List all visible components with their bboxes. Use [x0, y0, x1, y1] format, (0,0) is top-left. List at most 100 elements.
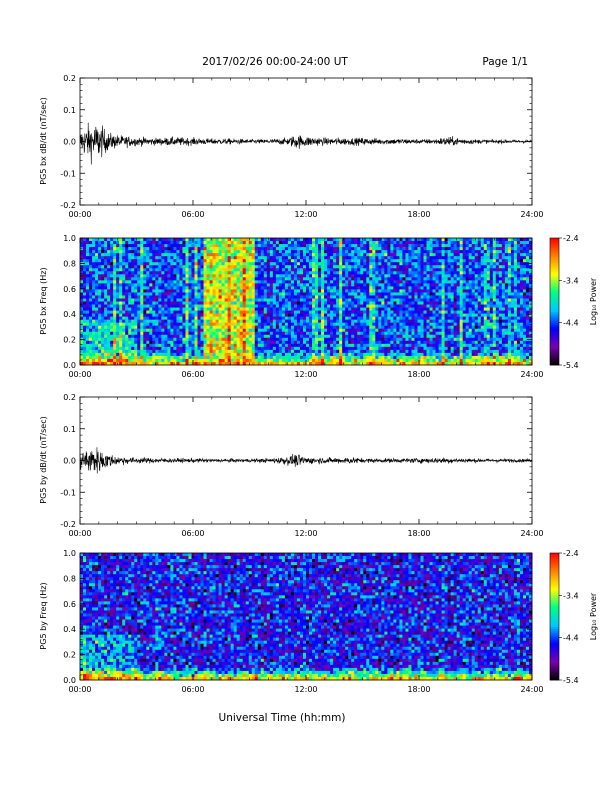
spectrogram-cell — [122, 344, 125, 347]
spectrogram-cell — [116, 277, 119, 280]
spectrogram-cell — [384, 286, 387, 289]
spectrogram-cell — [104, 320, 107, 323]
spectrogram-cell — [122, 302, 125, 305]
spectrogram-cell — [414, 259, 417, 262]
spectrogram-cell — [155, 289, 158, 292]
spectrogram-cell — [357, 350, 360, 353]
spectrogram-cell — [318, 344, 321, 347]
spectrogram-cell — [146, 250, 149, 253]
spectrogram-cell — [119, 329, 122, 332]
spectrogram-cell — [164, 335, 167, 338]
spectrogram-cell — [421, 341, 424, 344]
spectrogram-cell — [125, 341, 128, 344]
spectrogram-cell — [414, 274, 417, 277]
spectrogram-cell — [237, 268, 240, 271]
spectrogram-cell — [104, 302, 107, 305]
spectrogram-cell — [267, 280, 270, 283]
spectrogram-cell — [95, 317, 98, 320]
spectrogram-cell — [366, 338, 369, 341]
spectrogram-cell — [219, 347, 222, 350]
spectrogram-cell — [357, 271, 360, 274]
spectrogram-cell — [354, 326, 357, 329]
spectrogram-cell — [288, 335, 291, 338]
spectrogram-cell — [427, 241, 430, 244]
spectrogram-cell — [161, 341, 164, 344]
spectrogram-cell — [399, 308, 402, 311]
spectrogram-cell — [402, 298, 405, 301]
spectrogram-cell — [213, 250, 216, 253]
spectrogram-cell — [143, 274, 146, 277]
spectrogram-cell — [131, 265, 134, 268]
spectrogram-cell — [366, 298, 369, 301]
spectrogram-cell — [336, 335, 339, 338]
spectrogram-cell — [264, 329, 267, 332]
spectrogram-cell — [167, 311, 170, 314]
spectrogram-cell — [210, 305, 213, 308]
spectrogram-cell — [387, 326, 390, 329]
spectrogram-cell — [188, 292, 191, 295]
spectrogram-cell — [119, 308, 122, 311]
spectrogram-cell — [83, 274, 86, 277]
spectrogram-cell — [137, 311, 140, 314]
spectrogram-cell — [86, 332, 89, 335]
spectrogram-cell — [176, 353, 179, 356]
spectrogram-cell — [164, 265, 167, 268]
spectrogram-cell — [261, 241, 264, 244]
spectrogram-cell — [270, 283, 273, 286]
spectrogram-cell — [294, 244, 297, 247]
spectrogram-cell — [134, 356, 137, 359]
spectrogram-cell — [414, 329, 417, 332]
spectrogram-cell — [378, 253, 381, 256]
spectrogram-cell — [399, 320, 402, 323]
spectrogram-cell — [381, 350, 384, 353]
spectrogram-cell — [393, 338, 396, 341]
spectrogram-cell — [315, 280, 318, 283]
spectrogram-cell — [282, 353, 285, 356]
spectrogram-cell — [222, 238, 225, 241]
spectrogram-cell — [327, 295, 330, 298]
spectrogram-cell — [300, 329, 303, 332]
spectrogram-cell — [185, 323, 188, 326]
spectrogram-cell — [396, 280, 399, 283]
spectrogram-cell — [228, 253, 231, 256]
spectrogram-cell — [354, 265, 357, 268]
spectrogram-cell — [191, 311, 194, 314]
spectrogram-cell — [234, 238, 237, 241]
spectrogram-cell — [430, 241, 433, 244]
spectrogram-cell — [354, 314, 357, 317]
spectrogram-cell — [128, 317, 131, 320]
spectrogram-cell — [345, 329, 348, 332]
spectrogram-cell — [396, 286, 399, 289]
spectrogram-cell — [402, 338, 405, 341]
spectrogram-cell — [101, 298, 104, 301]
spectrogram-cell — [158, 274, 161, 277]
spectrogram-cell — [285, 308, 288, 311]
spectrogram-cell — [86, 350, 89, 353]
spectrogram-cell — [405, 292, 408, 295]
spectrogram-cell — [375, 356, 378, 359]
spectrogram-cell — [110, 305, 113, 308]
spectrogram-cell — [113, 271, 116, 274]
spectrogram-cell — [285, 280, 288, 283]
spectrogram-cell — [237, 247, 240, 250]
spectrogram-cell — [234, 341, 237, 344]
spectrogram-cell — [258, 256, 261, 259]
spectrogram-cell — [315, 359, 318, 362]
spectrogram-cell — [360, 320, 363, 323]
spectrogram-cell — [408, 359, 411, 362]
spectrogram-cell — [354, 317, 357, 320]
spectrogram-cell — [191, 344, 194, 347]
spectrogram-cell — [279, 317, 282, 320]
spectrogram-cell — [140, 320, 143, 323]
spectrogram-cell — [116, 250, 119, 253]
spectrogram-cell — [83, 256, 86, 259]
spectrogram-cell — [104, 314, 107, 317]
spectrogram-cell — [261, 283, 264, 286]
spectrogram-cell — [430, 277, 433, 280]
spectrogram-cell — [191, 308, 194, 311]
spectrogram-cell — [276, 247, 279, 250]
spectrogram-cell — [339, 353, 342, 356]
spectrogram-cell — [390, 286, 393, 289]
spectrogram-cell — [155, 305, 158, 308]
spectrogram-cell — [333, 250, 336, 253]
